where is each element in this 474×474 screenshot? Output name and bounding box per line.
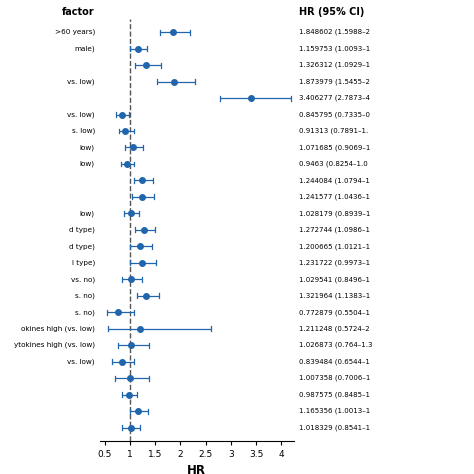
Text: d type): d type) [69,243,95,250]
Text: 1.244084 (1.0794–1: 1.244084 (1.0794–1 [299,177,370,184]
Text: low): low) [80,210,95,217]
Text: vs. low): vs. low) [67,111,95,118]
Text: ytokines high (vs. low): ytokines high (vs. low) [14,342,95,348]
X-axis label: HR: HR [187,465,206,474]
Text: 1.028179 (0.8939–1: 1.028179 (0.8939–1 [299,210,370,217]
Text: 1.848602 (1.5988–2: 1.848602 (1.5988–2 [299,29,370,36]
Text: >60 years): >60 years) [55,29,95,36]
Text: 1.007358 (0.7006–1: 1.007358 (0.7006–1 [299,375,370,382]
Text: HR (95% CI): HR (95% CI) [299,7,364,17]
Text: 0.91313 (0.7891–1.: 0.91313 (0.7891–1. [299,128,368,134]
Text: d type): d type) [69,227,95,233]
Text: 1.026873 (0.764–1.3: 1.026873 (0.764–1.3 [299,342,372,348]
Text: 0.839484 (0.6544–1: 0.839484 (0.6544–1 [299,358,370,365]
Text: s. no): s. no) [75,309,95,316]
Text: 0.987575 (0.8485–1: 0.987575 (0.8485–1 [299,392,370,398]
Text: 1.211248 (0.5724–2: 1.211248 (0.5724–2 [299,326,369,332]
Text: 1.159753 (1.0093–1: 1.159753 (1.0093–1 [299,46,370,52]
Text: 1.200665 (1.0121–1: 1.200665 (1.0121–1 [299,243,370,250]
Text: factor: factor [62,7,95,17]
Text: 3.406277 (2.7873–4: 3.406277 (2.7873–4 [299,95,370,101]
Text: vs. no): vs. no) [71,276,95,283]
Text: 1.018329 (0.8541–1: 1.018329 (0.8541–1 [299,424,370,431]
Text: 1.165356 (1.0013–1: 1.165356 (1.0013–1 [299,408,370,414]
Text: 1.071685 (0.9069–1: 1.071685 (0.9069–1 [299,144,370,151]
Text: 1.873979 (1.5455–2: 1.873979 (1.5455–2 [299,78,370,85]
Text: s. low): s. low) [72,128,95,134]
Text: 1.029541 (0.8496–1: 1.029541 (0.8496–1 [299,276,370,283]
Text: vs. low): vs. low) [67,78,95,85]
Text: 0.772879 (0.5504–1: 0.772879 (0.5504–1 [299,309,370,316]
Text: 1.326312 (1.0929–1: 1.326312 (1.0929–1 [299,62,370,68]
Text: male): male) [74,46,95,52]
Text: 1.231722 (0.9973–1: 1.231722 (0.9973–1 [299,260,370,266]
Text: 0.845795 (0.7335–0: 0.845795 (0.7335–0 [299,111,370,118]
Text: vs. low): vs. low) [67,358,95,365]
Text: 1.321964 (1.1383–1: 1.321964 (1.1383–1 [299,292,370,299]
Text: 0.9463 (0.8254–1.0: 0.9463 (0.8254–1.0 [299,161,367,167]
Text: 1.241577 (1.0436–1: 1.241577 (1.0436–1 [299,194,370,200]
Text: low): low) [80,161,95,167]
Text: low): low) [80,144,95,151]
Text: okines high (vs. low): okines high (vs. low) [21,326,95,332]
Text: 1.272744 (1.0986–1: 1.272744 (1.0986–1 [299,227,370,233]
Text: l type): l type) [72,260,95,266]
Text: s. no): s. no) [75,292,95,299]
